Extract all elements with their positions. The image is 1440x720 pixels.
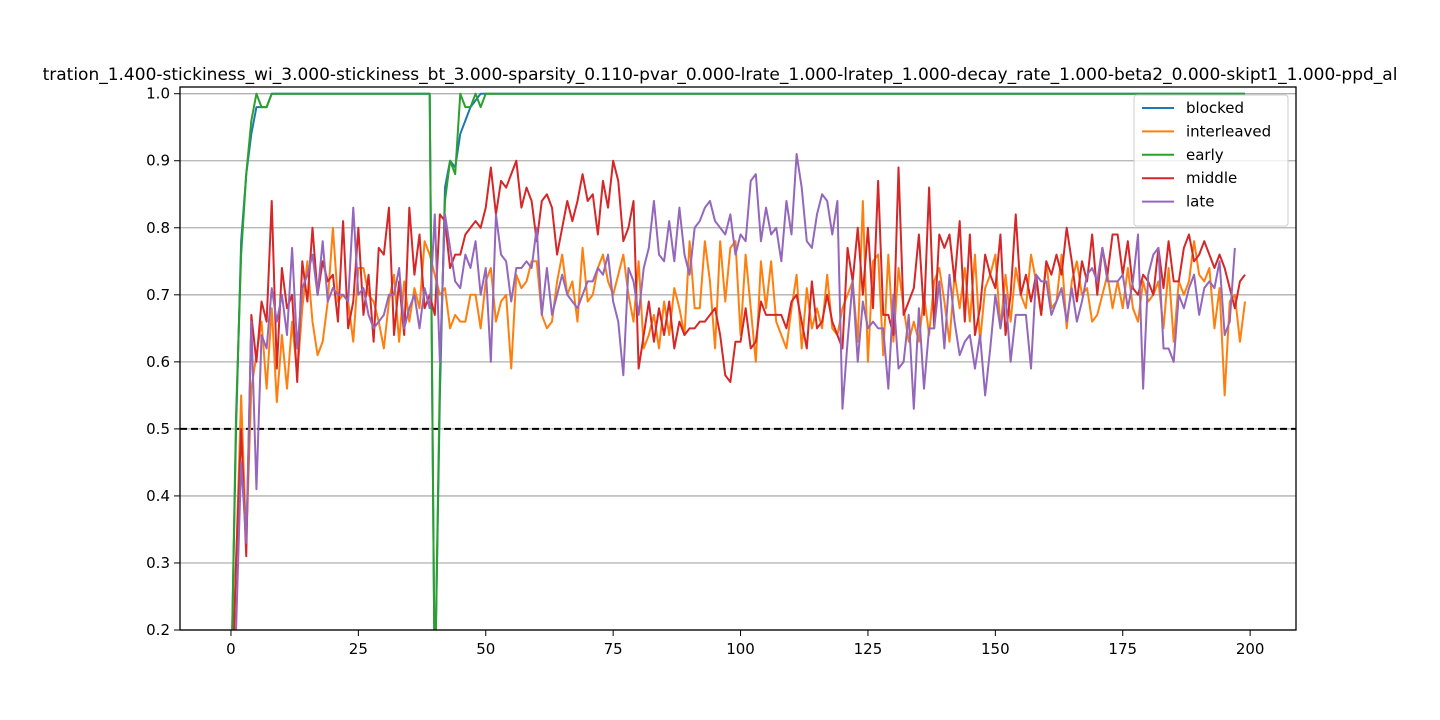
y-tick-label: 0.9: [146, 152, 170, 170]
y-tick-label: 0.6: [146, 353, 170, 371]
x-tick-label: 0: [226, 640, 236, 658]
x-axis: 0 25 50 75 100 125 150 175 200: [226, 630, 1264, 658]
x-tick-label: 175: [1108, 640, 1137, 658]
legend: blocked interleaved early middle late: [1133, 94, 1289, 227]
y-tick-label: 1.0: [146, 85, 170, 103]
legend-label-late: late: [1186, 193, 1214, 211]
y-tick-label: 0.4: [146, 487, 170, 505]
series-line-late: [235, 153, 1236, 630]
series-line-interleaved: [233, 199, 1247, 630]
x-tick-label: 75: [604, 640, 623, 658]
series-line-middle: [233, 159, 1246, 630]
y-tick-label: 0.8: [146, 219, 170, 237]
legend-label-early: early: [1186, 146, 1224, 164]
y-tick-label: 0.2: [146, 621, 170, 639]
series-lines: [231, 92, 1247, 630]
legend-label-middle: middle: [1186, 169, 1237, 187]
y-tick-label: 0.7: [146, 286, 170, 304]
x-tick-label: 200: [1236, 640, 1265, 658]
x-tick-label: 25: [349, 640, 368, 658]
x-tick-label: 100: [726, 640, 755, 658]
series-line-early: [231, 92, 1246, 630]
chart-title: tration_1.400-stickiness_wi_3.000-sticki…: [43, 65, 1398, 85]
x-tick-label: 50: [476, 640, 495, 658]
legend-label-blocked: blocked: [1186, 99, 1244, 117]
legend-box: [1133, 94, 1289, 227]
legend-label-interleaved: interleaved: [1186, 122, 1271, 140]
y-axis: 0.2 0.3 0.4 0.5 0.6 0.7 0.8 0.9 1.0: [146, 85, 180, 639]
y-tick-label: 0.5: [146, 420, 170, 438]
plot-frame: [179, 86, 1297, 631]
x-tick-label: 150: [981, 640, 1010, 658]
y-tick-label: 0.3: [146, 554, 170, 572]
x-tick-label: 125: [854, 640, 883, 658]
